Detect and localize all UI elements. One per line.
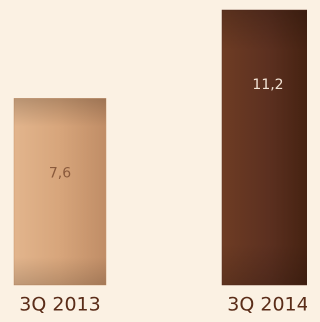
value-label: 11,2: [252, 77, 283, 93]
bar: [14, 98, 106, 285]
x-tick-label: 3Q 2014: [227, 294, 307, 316]
bar: [222, 10, 307, 285]
x-tick-label: 3Q 2013: [19, 294, 100, 316]
chart: 7,6 3Q 2013 11,2 3Q 2014: [0, 0, 307, 322]
page: {"chart_data": {"type": "bar", "categori…: [0, 0, 307, 322]
value-label: 7,6: [49, 165, 71, 181]
